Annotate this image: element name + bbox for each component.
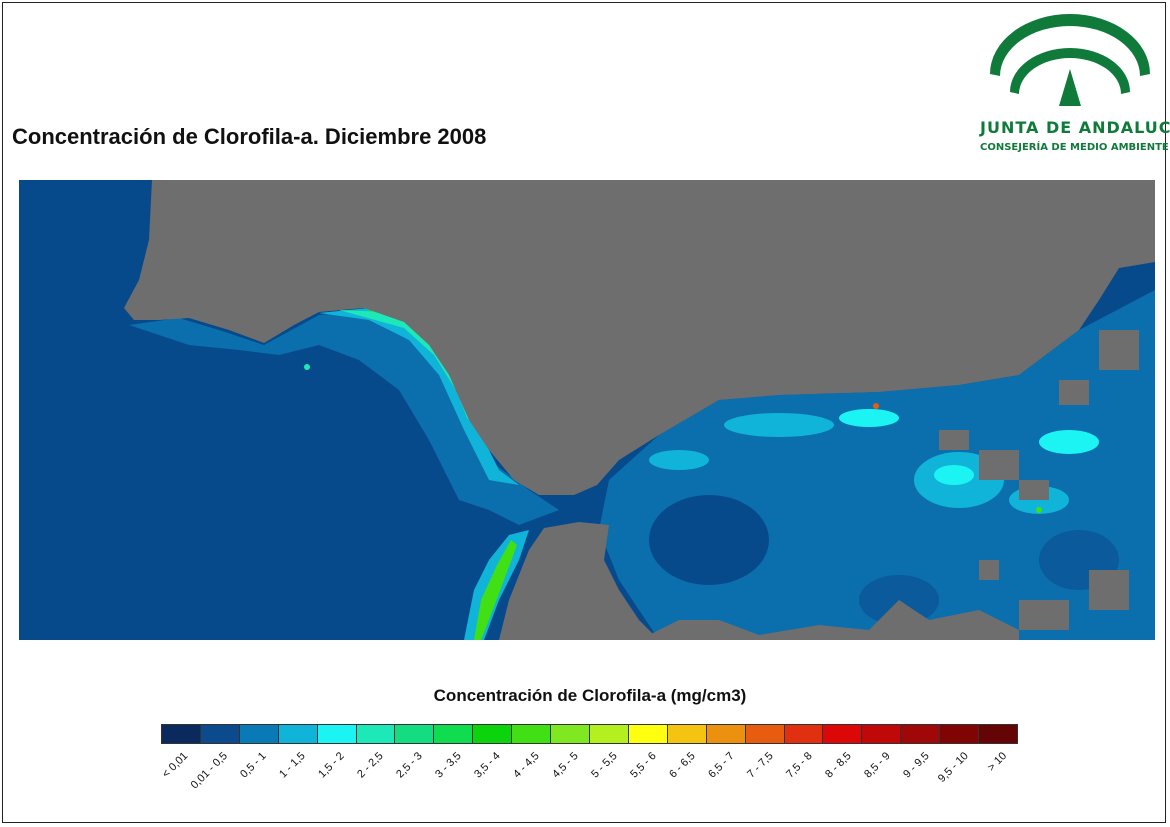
- legend-label: 5 - 5,5: [589, 750, 620, 781]
- legend-label: 6 - 6,5: [667, 750, 698, 781]
- legend-label: 4 - 4,5: [511, 750, 542, 781]
- legend-swatch: [200, 725, 240, 743]
- legend-label: 6,5 - 7: [705, 750, 737, 781]
- legend-label: 9 - 9,5: [900, 750, 932, 781]
- chlorophyll-map: [19, 180, 1155, 640]
- chlorophyll-hotspot: [873, 403, 879, 409]
- no-data-patch: [979, 560, 999, 580]
- legend-swatch: [278, 725, 318, 743]
- logo-subtitle: CONSEJERÍA DE MEDIO AMBIENTE: [980, 142, 1169, 153]
- legend-label: 7 - 7,5: [744, 750, 776, 781]
- gulf-of-cadiz-band: [129, 310, 559, 525]
- legend-swatch: [589, 725, 629, 743]
- legend-swatch: [784, 725, 824, 743]
- no-data-patch: [939, 430, 969, 450]
- legend-swatch: [862, 725, 902, 743]
- legend-label: 9,5 - 10: [935, 750, 971, 785]
- no-data-patch: [1059, 380, 1089, 405]
- cyan-patch: [839, 409, 899, 427]
- legend-swatch: [473, 725, 513, 743]
- legend-swatch: [823, 725, 863, 743]
- legend-label: 1,5 - 2: [316, 750, 347, 781]
- legend-label: 3,5 - 4: [472, 750, 503, 781]
- no-data-patch: [1019, 600, 1069, 630]
- legend-label: 5,5 - 6: [628, 750, 659, 781]
- north-africa-land: [499, 522, 659, 640]
- legend-label: 8,5 - 9: [861, 750, 893, 781]
- legend-label: 2,5 - 3: [394, 750, 425, 781]
- color-legend: [161, 724, 1018, 744]
- legend-label: 4,5 - 5: [550, 750, 581, 781]
- legend-label: 2 - 2,5: [355, 750, 386, 781]
- legend-swatch: [628, 725, 668, 743]
- alboran-gyre: [649, 495, 769, 585]
- legend-swatch: [901, 725, 941, 743]
- legend-label: > 10: [984, 750, 1009, 774]
- junta-de-andalucia-logo: JUNTA DE ANDALUCIA CONSEJERÍA DE MEDIO A…: [980, 14, 1170, 164]
- legend-swatch: [434, 725, 474, 743]
- logo-name: JUNTA DE ANDALUCIA: [980, 118, 1170, 137]
- legend-label: < 0,01: [160, 750, 191, 781]
- legend-swatch: [239, 725, 279, 743]
- legend-swatch: [667, 725, 707, 743]
- legend-title: Concentración de Clorofila-a (mg/cm3): [433, 686, 747, 705]
- logo-emblem-icon: [990, 14, 1150, 106]
- iberian-peninsula-land: [124, 180, 1155, 495]
- legend-label: 8 - 8,5: [822, 750, 854, 781]
- cyan-coastal-band: [319, 308, 519, 485]
- legend-label: 1 - 1,5: [277, 750, 309, 781]
- cyan-patch: [934, 465, 974, 485]
- legend-swatch: [551, 725, 590, 743]
- no-data-patch: [1089, 570, 1129, 610]
- page-title: Concentración de Clorofila-a. Diciembre …: [12, 124, 487, 149]
- legend-swatch: [979, 725, 1017, 743]
- legend-label: 0,01 - 0,5: [189, 750, 231, 792]
- legend-swatch: [395, 725, 435, 743]
- legend-swatch: [356, 725, 396, 743]
- legend-swatch: [940, 725, 980, 743]
- legend-label: 7,5 - 8: [783, 750, 815, 781]
- african-coast-land: [639, 600, 1019, 640]
- legend-swatch: [706, 725, 746, 743]
- cyan-patch: [1039, 430, 1099, 454]
- legend-label: 3 - 3,5: [433, 750, 464, 781]
- legend-swatch: [317, 725, 357, 743]
- no-data-patch: [1099, 330, 1139, 370]
- no-data-patch: [1019, 480, 1049, 500]
- cyan-patch: [724, 413, 834, 437]
- legend-swatch: [162, 725, 201, 743]
- legend-label: 0,5 - 1: [238, 750, 270, 781]
- no-data-patch: [979, 450, 1019, 480]
- legend-swatch: [512, 725, 552, 743]
- legend-swatch: [745, 725, 785, 743]
